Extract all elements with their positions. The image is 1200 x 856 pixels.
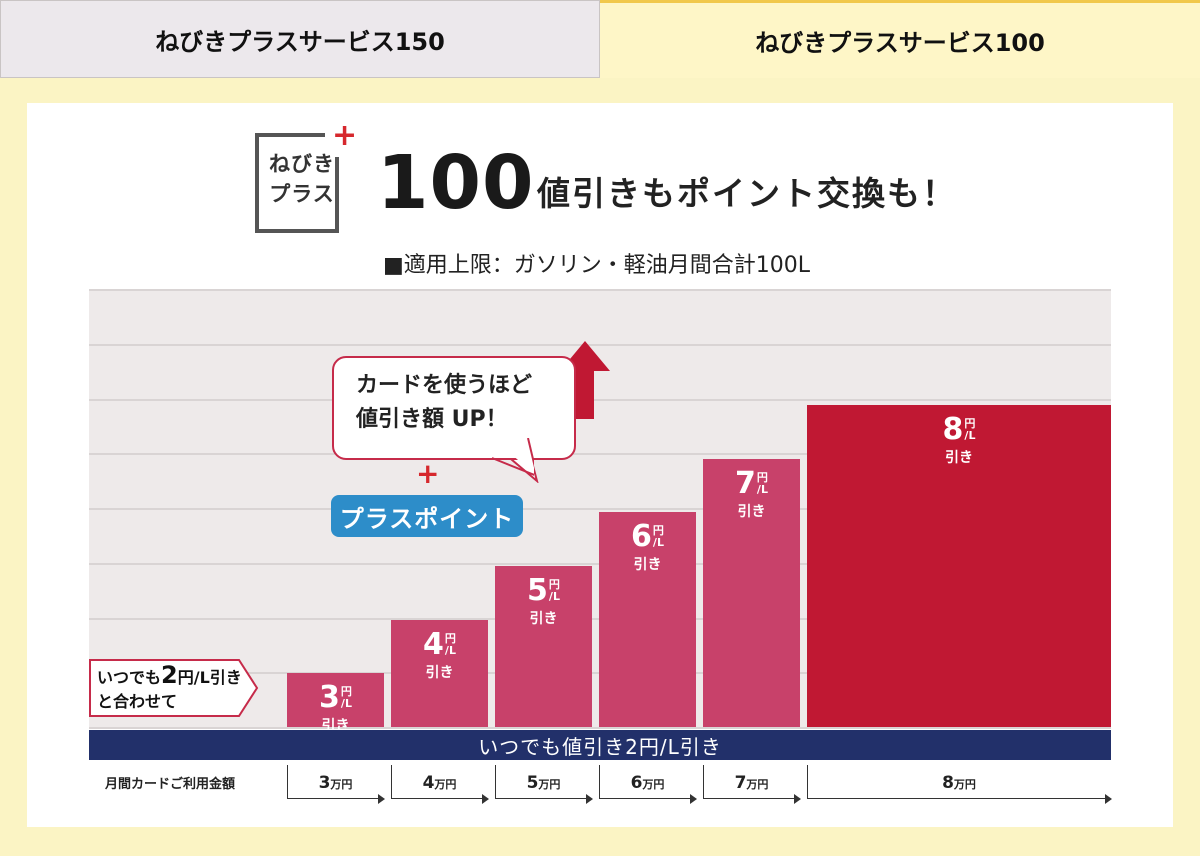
x-tick: 3万円 [287, 765, 385, 805]
speech-tail-fill [491, 438, 534, 476]
logo-frame [255, 133, 347, 233]
speech-line-1: カードを使うほど [356, 373, 533, 398]
baseline-discount-bar: いつでも値引き2円/L引き [89, 730, 1111, 760]
bar-value: 3 [319, 680, 340, 716]
bar-5: 7 円/L 引き [703, 458, 800, 727]
speech-line-2: 値引き額 UP！ [356, 407, 508, 432]
x-tick: 5万円 [495, 765, 593, 805]
plus-icon: + [416, 457, 440, 490]
base-callout-line2: と合わせて [97, 692, 178, 711]
bar-label: 5 円/L [527, 566, 560, 606]
bar-label: 3 円/L [319, 673, 352, 713]
bar-unit: 円/L [340, 685, 352, 711]
logo-line-1: ねびき [269, 152, 335, 176]
base-callout-pre: いつでも [97, 668, 162, 687]
bar-suffix: 引き [633, 557, 662, 574]
base-callout-value: 2 [161, 661, 178, 689]
x-tick: 8万円 [807, 765, 1112, 805]
bar-1: 3 円/L 引き [287, 673, 384, 734]
bar-6: 8 円/L 引き [807, 405, 1111, 727]
gridline [89, 399, 1111, 401]
x-tick: 7万円 [703, 765, 801, 805]
service-tabs: ねびきプラスサービス150 ねびきプラスサービス100 [0, 0, 1200, 78]
x-tick-label: 8万円 [942, 773, 976, 793]
base-callout-text: いつでも2円/L引き と合わせて [97, 663, 242, 714]
x-tick-label: 5万円 [526, 773, 561, 793]
bar-unit: 円/L [548, 578, 560, 604]
bar-label: 8 円/L [943, 405, 976, 445]
bar-label: 6 円/L [631, 512, 664, 552]
bar-value: 5 [527, 573, 548, 609]
x-tick-label: 4万円 [422, 773, 457, 793]
tab-service-150[interactable]: ねびきプラスサービス150 [0, 0, 600, 78]
bar-value: 4 [423, 626, 444, 662]
bar-suffix: 引き [529, 611, 558, 628]
x-axis-label: 月間カードご利用金額 [105, 777, 236, 792]
logo-plus-icon: + [332, 118, 358, 153]
base-callout-post: 円/L引き [177, 668, 242, 687]
tagline: 値引きもポイント交換も！ [537, 174, 957, 213]
bar-suffix: 引き [425, 664, 454, 681]
x-tick-label: 6万円 [630, 773, 665, 793]
bar-value: 7 [735, 465, 756, 501]
bar-label: 4 円/L [423, 620, 456, 660]
gridline [89, 727, 1111, 729]
limit-note: ■適用上限：ガソリン・軽油月間合計100L [383, 253, 811, 278]
gridline [89, 453, 1111, 455]
base-callout-shape [89, 659, 259, 717]
bar-label: 7 円/L [735, 459, 768, 499]
speech-bubble [332, 356, 576, 460]
speech-text: カードを使うほど 値引き額 UP！ [356, 369, 532, 437]
x-tick: 4万円 [391, 765, 489, 805]
service-card: + ねびき プラス 100 値引きもポイント交換も！ ■適用上限：ガソリン・軽油… [27, 103, 1173, 827]
bar-suffix: 引き [737, 503, 766, 520]
bar-unit: 円/L [756, 470, 768, 496]
x-tick: 6万円 [599, 765, 697, 805]
bar-unit: 円/L [964, 417, 976, 443]
gridline [89, 289, 1111, 291]
bar-unit: 円/L [444, 631, 456, 657]
gridline [89, 344, 1111, 346]
bar-3: 5 円/L 引き [495, 566, 592, 727]
bar-2: 4 円/L 引き [391, 619, 488, 727]
service-number: 100 [377, 140, 535, 226]
bar-unit: 円/L [652, 524, 664, 550]
bar-value: 8 [942, 412, 964, 448]
gridline [89, 508, 1111, 510]
logo-text: ねびき プラス [263, 149, 341, 209]
x-tick-label: 7万円 [734, 773, 769, 793]
tab-service-100[interactable]: ねびきプラスサービス100 [600, 0, 1200, 78]
bar-4: 6 円/L 引き [599, 512, 696, 727]
logo-line-2: プラス [269, 182, 335, 206]
bar-suffix: 引き [945, 450, 973, 467]
bar-value: 6 [631, 519, 652, 555]
x-tick-label: 3万円 [318, 773, 353, 793]
plus-point-badge: プラスポイント [331, 495, 523, 537]
